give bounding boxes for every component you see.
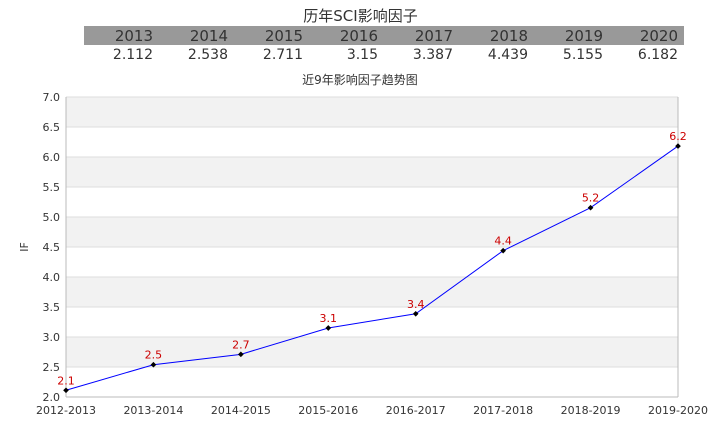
grid-band [66,277,678,307]
impact-factor-cell: 3.15 [309,45,384,65]
if-trend-chart: 近9年影响因子趋势图 2.0 2.5 3.0 3.5 4.0 4.5 5.0 5.5 6.0 6.5… [18,72,708,417]
data-label: 6.2 [669,130,687,143]
y-tick-label: 2.5 [43,361,61,374]
y-axis-label: IF [18,242,31,252]
year-header-row: 2013 2014 2015 2016 2017 2018 2019 2020 [84,26,684,45]
data-point [675,143,681,149]
data-point [325,325,332,331]
y-tick-label: 5.0 [43,211,61,224]
grid-band [66,157,678,187]
grid-band [66,337,678,367]
impact-factor-table: 2013 2014 2015 2016 2017 2018 2019 2020 2.112 2.… [84,26,684,65]
year-header-cell: 2013 [84,26,159,45]
impact-factor-cell: 2.112 [84,45,159,65]
year-header-cell: 2016 [309,26,384,45]
y-tick-label: 7.0 [43,91,61,104]
y-tick-label: 5.5 [43,181,61,194]
table-title: 历年SCI影响因子 [303,7,418,25]
data-point [63,387,69,394]
series-line [65,145,679,391]
y-tick-label: 3.5 [43,301,61,314]
data-point [238,351,244,358]
x-tick-label: 2014-2015 [211,404,271,417]
impact-factor-cell: 3.387 [384,45,459,65]
y-tick-label: 4.5 [43,241,61,254]
x-tick-label: 2015-2016 [298,404,358,417]
data-label: 3.4 [407,298,425,311]
x-tick-label: 2018-2019 [561,404,621,417]
y-tick-label: 6.0 [43,151,61,164]
data-label: 3.1 [320,312,338,325]
year-header-cell: 2020 [609,26,684,45]
y-tick-label: 6.5 [43,121,61,134]
year-header-cell: 2014 [159,26,234,45]
data-point [412,310,419,317]
data-label: 2.1 [57,374,75,387]
data-point [500,247,506,254]
year-header-cell: 2019 [534,26,609,45]
y-tick-label: 4.0 [43,271,61,284]
year-header-cell: 2015 [234,26,309,45]
impact-factor-cell: 6.182 [609,45,684,65]
impact-factor-cell: 2.538 [159,45,234,65]
chart-title: 近9年影响因子趋势图 [302,72,418,87]
grid-band [66,97,678,127]
x-tick-label: 2016-2017 [386,404,446,417]
x-tick-label: 2013-2014 [123,404,183,417]
grid-band [66,217,678,247]
year-header-cell: 2018 [459,26,534,45]
x-tick-label: 2017-2018 [473,404,533,417]
data-label: 5.2 [582,192,600,205]
data-label: 2.7 [232,338,250,351]
impact-factor-cell: 5.155 [534,45,609,65]
y-tick-label: 2.0 [43,391,61,404]
x-tick-label: 2012-2013 [36,404,96,417]
impact-factor-cell: 4.439 [459,45,534,65]
data-point [587,204,594,211]
data-point [150,361,157,368]
value-row: 2.112 2.538 2.711 3.15 3.387 4.439 5.155 6.182 [84,45,684,65]
year-header-cell: 2017 [384,26,459,45]
x-tick-label: 2019-2020 [648,404,708,417]
data-label: 4.4 [494,235,512,248]
impact-factor-cell: 2.711 [234,45,309,65]
y-tick-label: 3.0 [43,331,61,344]
data-label: 2.5 [145,349,163,362]
